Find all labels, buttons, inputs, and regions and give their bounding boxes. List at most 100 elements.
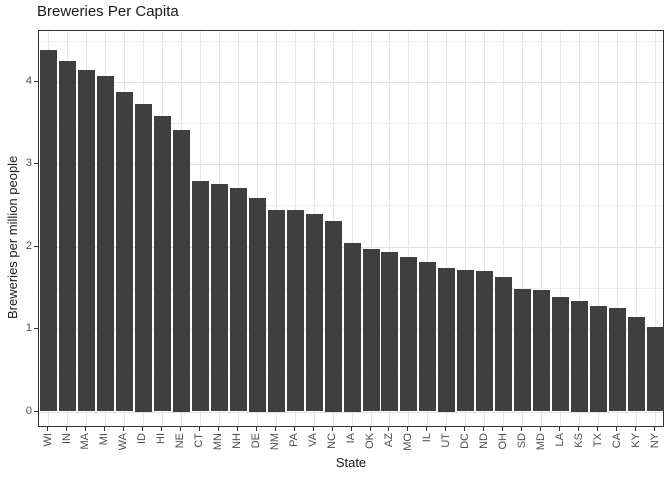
x-tick-label-MA: MA (79, 433, 92, 450)
x-tick-label-SD: SD (515, 433, 528, 449)
x-tick (616, 427, 618, 431)
bar-NH (229, 188, 247, 412)
bar-IL (419, 262, 437, 412)
category-gridline (389, 31, 391, 426)
x-tick-label-CT: CT (193, 433, 206, 448)
bar-CA (609, 307, 627, 412)
x-tick-label-VA: VA (307, 433, 320, 447)
x-tick-label-MI: MI (98, 433, 111, 446)
y-tick (34, 410, 38, 412)
bar-MA (77, 70, 95, 412)
bar-HI (153, 116, 171, 412)
bar-LA (552, 296, 570, 412)
x-tick (198, 427, 200, 431)
x-tick-label-KS: KS (572, 433, 585, 448)
y-tick-label: 4 (25, 74, 32, 87)
y-tick-label: 1 (25, 322, 32, 335)
x-tick (635, 427, 636, 431)
x-tick (407, 427, 409, 431)
x-tick (464, 427, 466, 431)
x-tick (540, 427, 542, 431)
y-tick-label: 2 (25, 239, 32, 252)
x-tick-label-OK: OK (364, 433, 376, 449)
minor-gridline (39, 40, 663, 42)
x-tick (103, 427, 105, 431)
bar-DE (248, 198, 266, 412)
major-gridline (39, 411, 663, 413)
x-tick (521, 427, 523, 431)
bar-WA (115, 92, 133, 412)
x-tick (502, 427, 504, 431)
x-tick (654, 427, 655, 431)
category-gridline (579, 31, 581, 426)
x-tick-label-NY: NY (648, 433, 661, 449)
bar-NY (647, 326, 664, 412)
major-gridline (39, 164, 663, 166)
x-tick-label-MN: MN (212, 433, 225, 451)
y-tick (34, 80, 38, 82)
x-tick (179, 427, 181, 431)
category-gridline (408, 31, 410, 426)
x-tick-label-NC: NC (326, 433, 338, 449)
x-tick-label-MO: MO (401, 433, 414, 451)
x-tick-label-IN: IN (60, 433, 73, 444)
category-gridline (598, 31, 600, 426)
category-gridline (446, 31, 448, 426)
x-tick (255, 427, 257, 431)
category-gridline (522, 31, 524, 426)
minor-gridline (39, 205, 663, 207)
bar-WI (40, 50, 57, 412)
bar-SD (514, 288, 532, 412)
x-tick (141, 427, 143, 431)
x-tick-label-OH: OH (496, 433, 509, 450)
bar-MD (533, 290, 551, 412)
x-tick (445, 427, 447, 431)
category-gridline (541, 31, 543, 426)
x-tick-label-DC: DC (458, 433, 471, 449)
x-tick (236, 427, 238, 431)
bar-ND (476, 271, 494, 412)
y-axis-title: Breweries per million people (5, 155, 20, 319)
bar-OH (495, 277, 513, 412)
bar-TX (590, 306, 608, 412)
bar-KS (571, 301, 589, 412)
category-gridline (503, 31, 505, 426)
bar-MO (400, 257, 418, 412)
bar-CT (191, 180, 209, 412)
x-tick-label-DE: DE (250, 433, 263, 449)
bar-UT (438, 268, 456, 412)
x-tick-label-NE: NE (174, 433, 187, 449)
bar-NE (172, 129, 190, 412)
bar-VA (305, 214, 323, 412)
x-tick-label-IA: IA (345, 433, 357, 444)
x-tick (217, 427, 219, 431)
x-tick-label-IL: IL (420, 433, 433, 443)
bar-NM (267, 209, 285, 412)
bar-IN (59, 61, 76, 412)
x-tick (160, 427, 162, 431)
x-tick (66, 427, 67, 431)
x-tick (578, 427, 580, 431)
plot-panel (38, 30, 664, 427)
bar-OK (362, 249, 380, 412)
x-tick-label-UT: UT (439, 433, 452, 448)
bar-ID (134, 104, 152, 412)
x-tick-label-KY: KY (629, 433, 642, 448)
bar-DC (457, 269, 475, 412)
x-tick (388, 427, 390, 431)
x-tick-label-NM: NM (269, 433, 282, 451)
bar-MI (96, 75, 114, 412)
chart-title: Breweries Per Capita (37, 3, 179, 20)
category-gridline (465, 31, 467, 426)
x-tick-label-ID: ID (136, 433, 149, 444)
x-tick (122, 427, 124, 431)
bar-PA (286, 210, 304, 412)
x-tick (84, 427, 86, 431)
x-tick-label-WA: WA (117, 433, 130, 451)
minor-gridline (39, 122, 663, 124)
x-tick (293, 427, 295, 431)
y-tick (34, 163, 38, 165)
category-gridline (427, 31, 429, 426)
x-tick-label-CA: CA (610, 433, 623, 449)
